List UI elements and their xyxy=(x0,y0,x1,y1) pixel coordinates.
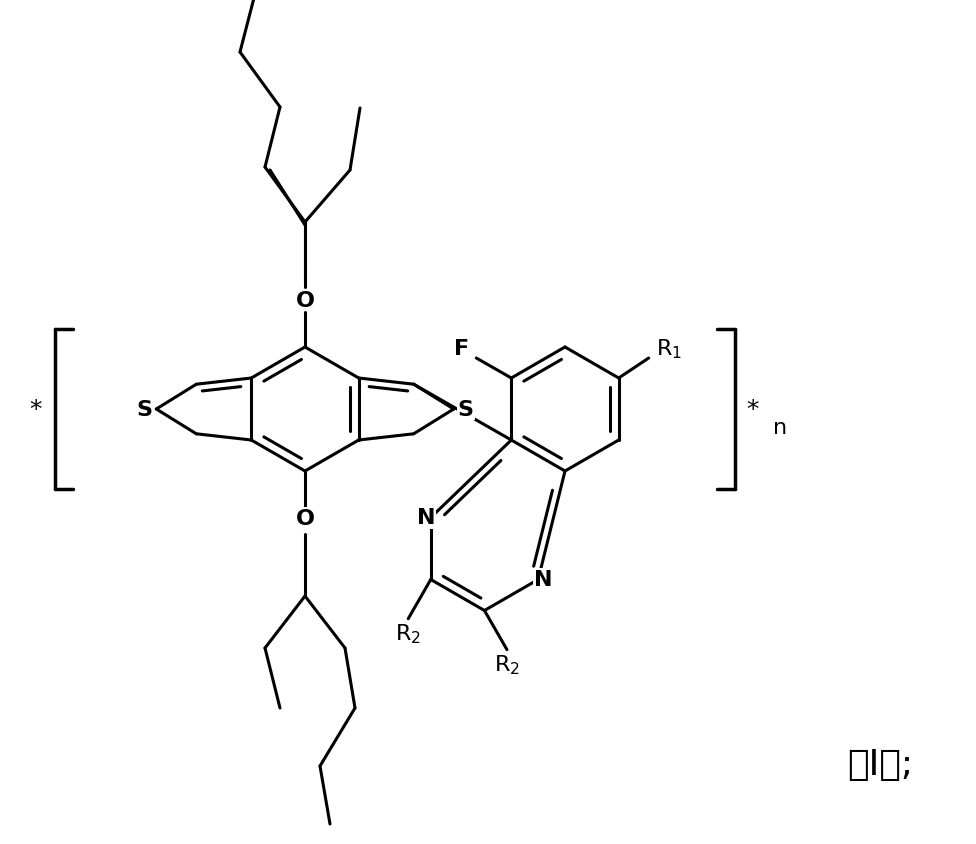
Text: N: N xyxy=(417,508,435,528)
Text: O: O xyxy=(296,508,314,528)
Text: *: * xyxy=(747,398,759,421)
Text: F: F xyxy=(454,338,468,359)
Text: n: n xyxy=(773,418,787,437)
Text: O: O xyxy=(296,290,314,311)
Text: R$_1$: R$_1$ xyxy=(656,337,681,360)
Text: *: * xyxy=(29,398,41,421)
Text: N: N xyxy=(534,570,552,590)
Text: R$_2$: R$_2$ xyxy=(494,653,520,677)
Text: （I）;: （I）; xyxy=(847,747,914,781)
Text: R$_2$: R$_2$ xyxy=(395,622,422,646)
Text: S: S xyxy=(458,399,473,419)
Text: S: S xyxy=(137,399,152,419)
